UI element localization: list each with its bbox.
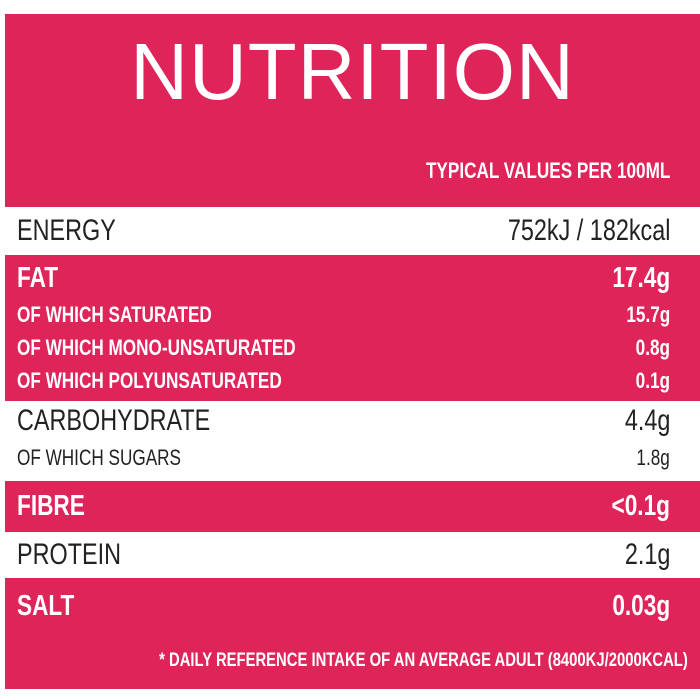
nutrient-label: FIBRE [17,490,85,522]
nutrient-label: CARBOHYDRATE [17,404,211,437]
nutrient-value: 2.1g [624,538,670,571]
nutrient-label: SALT [17,589,75,622]
nutrient-value: 0.8g [635,334,670,360]
nutrient-value: 0.1g [635,367,670,393]
nutrient-section: SALT 0.03g [5,580,700,632]
nutrient-value: 4.4g [624,404,670,437]
nutrient-row: SALT 0.03g [17,580,670,632]
nutrient-row: FIBRE <0.1g [17,483,670,530]
sub-nutrient-row: OF WHICH SATURATED 15.7g [17,298,670,331]
nutrient-section: CARBOHYDRATE 4.4g OF WHICH SUGARS 1.8g [5,401,700,481]
nutrient-value: 15.7g [626,301,670,327]
nutrient-row: CARBOHYDRATE 4.4g [17,401,670,441]
footnote: * DAILY REFERENCE INTAKE OF AN AVERAGE A… [10,650,688,672]
label-panel: NUTRITION TYPICAL VALUES PER 100ML * DAI… [5,14,700,689]
nutrient-value: 752kJ / 182kcal [507,214,670,247]
nutrient-label: OF WHICH SUGARS [17,444,181,470]
nutrient-section: PROTEIN 2.1g [5,532,700,578]
sub-nutrient-row: OF WHICH POLYUNSATURATED 0.1g [17,364,670,397]
footnote-text: * DAILY REFERENCE INTAKE OF AN AVERAGE A… [159,650,688,671]
nutrient-section: FAT 17.4g OF WHICH SATURATED 15.7g OF WHICH … [5,258,700,398]
sub-nutrient-row: OF WHICH SUGARS 1.8g [17,441,670,474]
subtitle-text: TYPICAL VALUES PER 100ML [425,158,670,183]
nutrient-label: PROTEIN [17,538,122,571]
nutrient-row: FAT 17.4g [17,258,670,298]
nutrient-value: 17.4g [612,261,670,294]
nutrient-label: FAT [17,261,59,294]
nutrient-label: OF WHICH MONO-UNSATURATED [17,334,296,360]
nutrient-row: PROTEIN 2.1g [17,532,670,578]
title: NUTRITION [130,27,575,116]
nutrient-label: OF WHICH SATURATED [17,301,212,327]
nutrient-value: 0.03g [612,589,670,622]
nutrient-section: ENERGY 752kJ / 182kcal [5,207,700,255]
subtitle: TYPICAL VALUES PER 100ML [357,158,670,184]
sub-nutrient-row: OF WHICH MONO-UNSATURATED 0.8g [17,331,670,364]
nutrient-section: FIBRE <0.1g [5,483,700,530]
nutrient-value: 1.8g [636,444,670,470]
nutrient-row: ENERGY 752kJ / 182kcal [17,207,670,255]
nutrient-label: ENERGY [17,214,116,247]
nutrient-label: OF WHICH POLYUNSATURATED [17,367,282,393]
nutrient-value: <0.1g [611,490,670,522]
